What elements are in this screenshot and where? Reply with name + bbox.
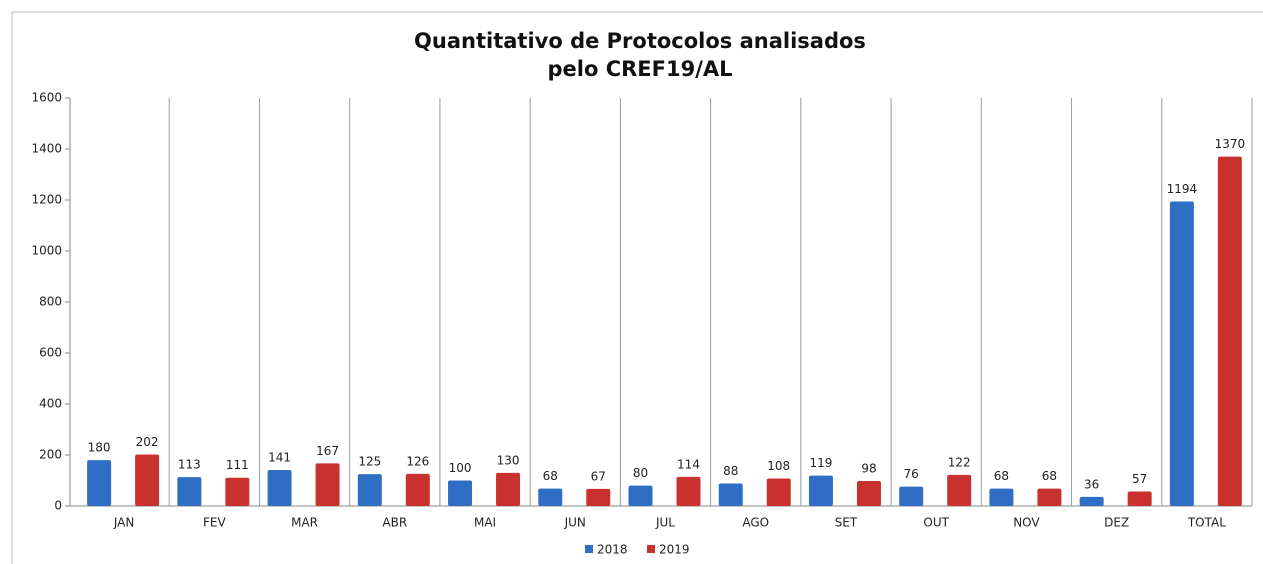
bar bbox=[718, 483, 743, 506]
data-label: 126 bbox=[406, 454, 429, 468]
legend-swatch bbox=[585, 545, 593, 553]
data-label: 88 bbox=[723, 464, 738, 478]
data-label: 57 bbox=[1132, 472, 1147, 486]
bar bbox=[267, 470, 292, 506]
bar bbox=[1169, 201, 1194, 506]
data-label: 98 bbox=[861, 462, 876, 476]
bar bbox=[87, 460, 112, 506]
x-tick-label: AGO bbox=[742, 516, 769, 530]
data-label: 100 bbox=[449, 461, 472, 475]
bar bbox=[177, 477, 202, 506]
x-tick-label: OUT bbox=[923, 516, 949, 530]
data-label: 1370 bbox=[1215, 137, 1246, 151]
data-label: 130 bbox=[497, 453, 520, 467]
data-label: 180 bbox=[88, 441, 111, 455]
x-tick-label: MAR bbox=[291, 516, 318, 530]
bar bbox=[1037, 488, 1062, 506]
data-label: 68 bbox=[994, 469, 1009, 483]
bar bbox=[808, 475, 833, 506]
y-tick-label: 1200 bbox=[31, 193, 62, 207]
x-tick-label: NOV bbox=[1013, 516, 1040, 530]
y-tick-label: 0 bbox=[54, 499, 62, 513]
bar bbox=[628, 485, 653, 506]
data-label: 68 bbox=[1042, 469, 1057, 483]
bar bbox=[586, 488, 611, 506]
bar bbox=[225, 477, 250, 506]
x-tick-label: MAI bbox=[474, 516, 496, 530]
data-label: 114 bbox=[677, 457, 700, 471]
bar bbox=[405, 473, 430, 506]
chart-title: Quantitativo de Protocolos analisados bbox=[414, 29, 866, 53]
y-tick-label: 800 bbox=[39, 295, 62, 309]
bar bbox=[947, 474, 972, 506]
data-label: 111 bbox=[226, 458, 249, 472]
legend-swatch bbox=[647, 545, 655, 553]
x-tick-label: JUN bbox=[564, 516, 586, 530]
bar bbox=[496, 472, 521, 506]
bar bbox=[538, 488, 563, 506]
bar bbox=[357, 474, 382, 506]
y-tick-label: 1600 bbox=[31, 91, 62, 105]
data-label: 167 bbox=[316, 444, 339, 458]
data-label: 67 bbox=[591, 469, 606, 483]
x-tick-label: ABR bbox=[382, 516, 407, 530]
y-tick-label: 1400 bbox=[31, 142, 62, 156]
y-tick-label: 200 bbox=[39, 448, 62, 462]
y-tick-label: 1000 bbox=[31, 244, 62, 258]
x-tick-label: SET bbox=[835, 516, 858, 530]
legend-label: 2019 bbox=[659, 543, 690, 557]
bar bbox=[856, 481, 881, 506]
data-label: 125 bbox=[358, 455, 381, 469]
data-label: 36 bbox=[1084, 477, 1099, 491]
x-tick-label: DEZ bbox=[1104, 516, 1129, 530]
x-tick-label: JAN bbox=[113, 516, 135, 530]
bar bbox=[676, 476, 701, 506]
data-label: 1194 bbox=[1167, 182, 1198, 196]
frame bbox=[11, 11, 1263, 564]
bar bbox=[899, 486, 924, 506]
x-tick-label: FEV bbox=[203, 516, 226, 530]
legend-label: 2018 bbox=[597, 543, 628, 557]
data-label: 202 bbox=[136, 435, 159, 449]
y-tick-label: 400 bbox=[39, 397, 62, 411]
x-tick-label: TOTAL bbox=[1187, 516, 1226, 530]
data-label: 76 bbox=[904, 467, 919, 481]
bar bbox=[315, 463, 340, 506]
data-label: 113 bbox=[178, 458, 201, 472]
bar bbox=[448, 480, 473, 506]
data-label: 108 bbox=[767, 459, 790, 473]
data-label: 68 bbox=[543, 469, 558, 483]
bar bbox=[1127, 491, 1152, 506]
bar bbox=[1079, 496, 1104, 506]
data-label: 80 bbox=[633, 466, 648, 480]
x-tick-label: JUL bbox=[655, 516, 675, 530]
chart-title: pelo CREF19/AL bbox=[547, 57, 732, 81]
bar bbox=[766, 478, 791, 506]
data-label: 119 bbox=[810, 456, 833, 470]
data-label: 141 bbox=[268, 451, 291, 465]
bar bbox=[1217, 156, 1242, 506]
bar bbox=[135, 454, 160, 506]
data-label: 122 bbox=[948, 455, 971, 469]
y-tick-label: 600 bbox=[39, 346, 62, 360]
bar bbox=[989, 488, 1014, 506]
